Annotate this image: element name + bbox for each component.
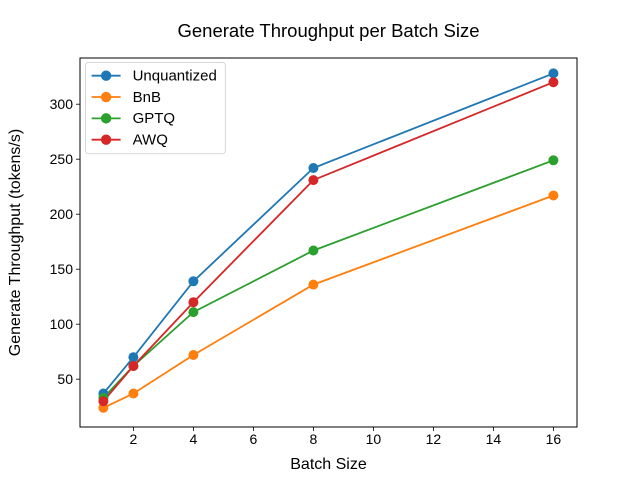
svg-text:14: 14: [486, 431, 502, 447]
svg-text:16: 16: [546, 431, 562, 447]
svg-text:2: 2: [130, 431, 138, 447]
svg-text:4: 4: [190, 431, 198, 447]
svg-text:300: 300: [50, 96, 74, 112]
svg-text:Unquantized: Unquantized: [133, 68, 217, 85]
svg-text:50: 50: [57, 371, 73, 387]
svg-text:Generate Throughput per Batch: Generate Throughput per Batch Size: [177, 20, 479, 41]
svg-text:12: 12: [426, 431, 442, 447]
svg-text:GPTQ: GPTQ: [133, 110, 176, 127]
svg-text:8: 8: [310, 431, 318, 447]
svg-text:10: 10: [366, 431, 382, 447]
svg-text:BnB: BnB: [133, 89, 161, 106]
svg-text:6: 6: [250, 431, 258, 447]
svg-text:150: 150: [50, 261, 74, 277]
svg-text:100: 100: [50, 316, 74, 332]
svg-text:AWQ: AWQ: [133, 132, 168, 149]
svg-text:Batch Size: Batch Size: [290, 456, 367, 473]
svg-text:Generate Throughput (tokens/s): Generate Throughput (tokens/s): [7, 129, 24, 356]
svg-text:200: 200: [50, 206, 74, 222]
svg-text:250: 250: [50, 151, 74, 167]
